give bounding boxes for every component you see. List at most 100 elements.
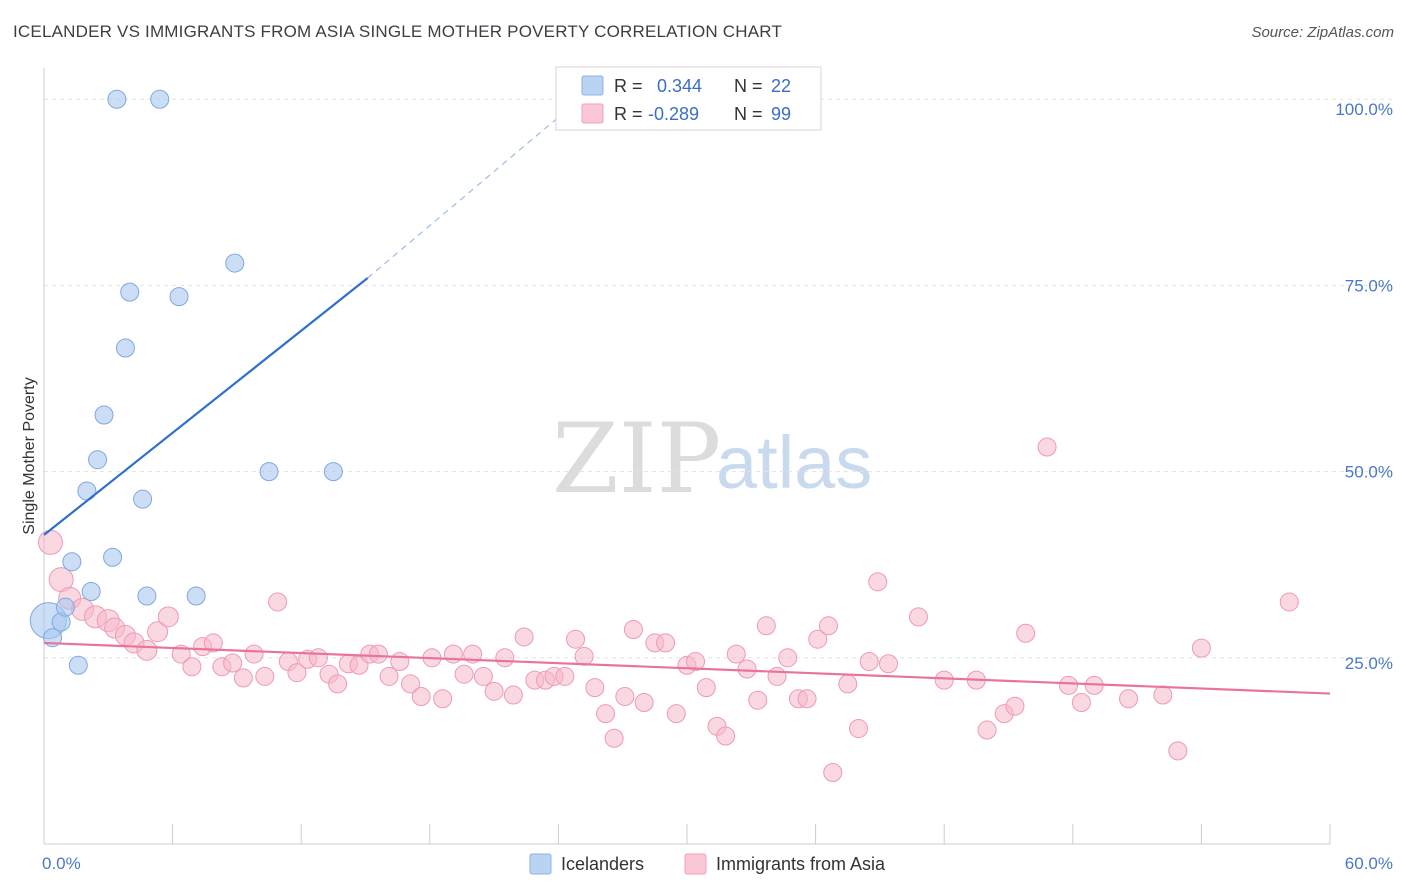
bottom-legend: Icelanders Immigrants from Asia xyxy=(529,853,886,875)
point-asia xyxy=(401,674,421,694)
point-asia xyxy=(574,646,594,666)
legend-n-label-1: N = xyxy=(734,76,763,96)
y-axis-label: Single Mother Poverty xyxy=(21,377,38,534)
series-icelanders-points xyxy=(29,89,343,675)
point-asia xyxy=(368,644,388,664)
point-asia xyxy=(454,664,474,684)
point-asia xyxy=(244,644,264,664)
point-asia xyxy=(223,653,243,673)
point-icelanders xyxy=(120,282,140,302)
point-asia xyxy=(503,685,523,705)
point-icelanders xyxy=(81,582,101,602)
bottom-legend-icelanders: Icelanders xyxy=(561,854,644,874)
point-icelanders xyxy=(103,547,123,567)
x-tick-label: 60.0% xyxy=(1345,854,1393,873)
point-icelanders xyxy=(88,450,108,470)
y-tick-label: 50.0% xyxy=(1345,463,1393,482)
point-asia xyxy=(808,629,828,649)
point-asia xyxy=(977,720,997,740)
point-asia xyxy=(473,666,493,686)
point-asia xyxy=(797,689,817,709)
point-asia xyxy=(514,627,534,647)
source-credit: Source: ZipAtlas.com xyxy=(1251,24,1394,41)
x-tick-label: 0.0% xyxy=(42,854,81,873)
point-asia xyxy=(623,620,643,640)
point-icelanders xyxy=(68,655,88,675)
point-asia xyxy=(495,648,515,668)
point-asia xyxy=(411,687,431,707)
point-asia xyxy=(37,529,63,555)
legend-r-label-2: R = xyxy=(614,104,643,124)
y-tick-label: 25.0% xyxy=(1345,654,1393,673)
point-asia xyxy=(878,654,898,674)
point-icelanders xyxy=(169,287,189,307)
bottom-legend-swatch-icelanders xyxy=(529,853,552,875)
point-asia xyxy=(868,572,888,592)
point-asia xyxy=(182,657,202,677)
point-asia xyxy=(1016,623,1036,643)
point-asia xyxy=(748,690,768,710)
point-asia xyxy=(147,621,169,643)
point-asia xyxy=(818,616,838,636)
point-asia xyxy=(308,648,328,668)
point-asia xyxy=(157,606,179,628)
point-asia xyxy=(1191,638,1211,658)
point-asia xyxy=(596,704,616,724)
gridlines xyxy=(44,98,1392,659)
point-icelanders xyxy=(94,405,114,425)
axes xyxy=(43,68,1331,845)
legend-n-value-2: 99 xyxy=(771,104,791,124)
point-asia xyxy=(1059,675,1079,695)
point-asia xyxy=(615,687,635,707)
point-icelanders xyxy=(225,253,245,273)
point-asia xyxy=(859,652,879,672)
point-icelanders xyxy=(186,586,206,606)
point-asia xyxy=(686,652,706,672)
trendline-asia xyxy=(43,641,1331,695)
point-asia xyxy=(823,763,843,783)
legend-r-label-1: R = xyxy=(614,76,643,96)
point-asia xyxy=(1037,437,1057,457)
point-asia xyxy=(1005,696,1025,716)
point-asia xyxy=(696,678,716,698)
y-tick-labels: 25.0% 50.0% 75.0% 100.0% xyxy=(1335,100,1393,673)
point-asia xyxy=(737,659,757,679)
point-icelanders xyxy=(62,552,82,572)
point-icelanders xyxy=(115,338,135,358)
trendline-icelanders-extension xyxy=(367,98,581,279)
legend-r-value-1: 0.344 xyxy=(657,76,702,96)
point-asia xyxy=(268,592,288,612)
point-icelanders xyxy=(259,462,279,482)
point-asia xyxy=(255,666,275,686)
point-asia xyxy=(233,668,253,688)
bottom-legend-swatch-asia xyxy=(684,853,707,875)
point-asia xyxy=(1279,592,1299,612)
legend-swatch-icelanders xyxy=(581,75,604,96)
point-asia xyxy=(1153,685,1173,705)
watermark-zip: ZIP xyxy=(552,403,721,515)
point-asia xyxy=(604,728,624,748)
point-asia xyxy=(838,674,858,694)
legend-n-label-2: N = xyxy=(734,104,763,124)
point-asia xyxy=(203,633,223,653)
bottom-legend-asia: Immigrants from Asia xyxy=(716,854,886,874)
point-asia xyxy=(379,666,399,686)
trendlines xyxy=(43,98,1331,695)
point-icelanders xyxy=(150,89,170,109)
point-asia xyxy=(756,616,776,636)
point-asia xyxy=(287,663,307,683)
point-asia xyxy=(778,648,798,668)
point-icelanders xyxy=(137,586,157,606)
point-asia xyxy=(1119,689,1139,709)
x-tick-labels: 0.0% 60.0% xyxy=(42,854,1393,873)
watermark: ZIP atlas xyxy=(552,403,872,515)
watermark-atlas: atlas xyxy=(716,421,872,504)
legend-swatch-asia xyxy=(581,103,604,124)
point-asia xyxy=(934,670,954,690)
point-icelanders xyxy=(55,597,75,617)
point-asia xyxy=(656,633,676,653)
legend-r-value-2: -0.289 xyxy=(648,104,699,124)
point-asia xyxy=(585,678,605,698)
point-asia xyxy=(555,666,575,686)
